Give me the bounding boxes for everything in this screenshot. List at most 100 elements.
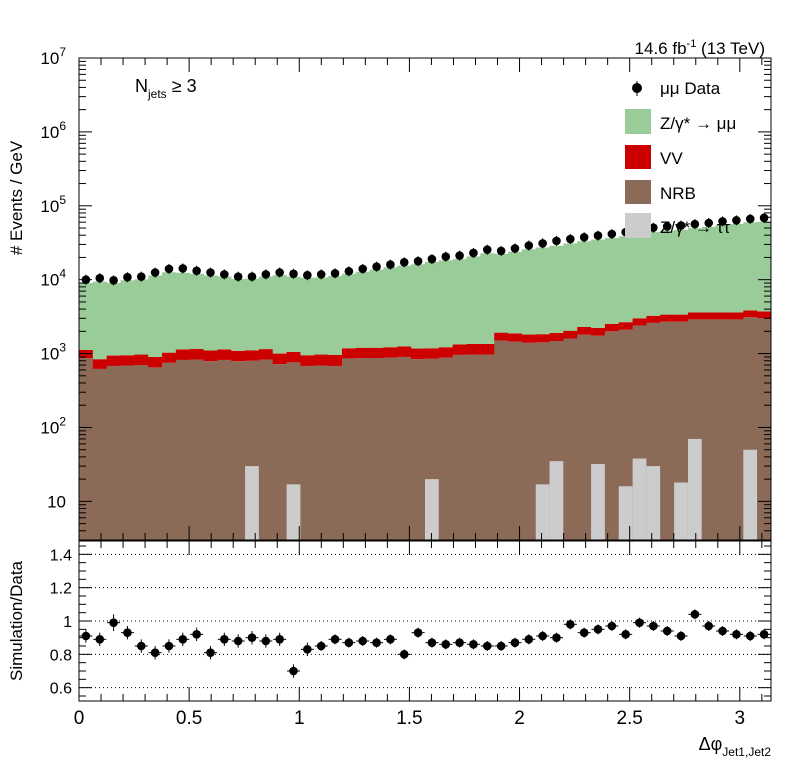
ratio-point bbox=[662, 626, 672, 636]
bar-dy_mumu bbox=[314, 277, 329, 355]
data-point bbox=[593, 231, 603, 240]
legend-swatch-vv bbox=[625, 145, 651, 169]
bar-nrb bbox=[383, 357, 398, 540]
legend: μμ Data Z/γ* → μμ VV NRB Z/γ* → ττ bbox=[625, 79, 736, 238]
ratio-point bbox=[524, 635, 534, 644]
bar-nrb bbox=[189, 359, 204, 540]
bar-vv bbox=[591, 327, 606, 336]
legend-swatch-nrb bbox=[625, 180, 651, 204]
ratio-point bbox=[455, 638, 464, 647]
data-point bbox=[220, 270, 229, 279]
bar-nrb bbox=[452, 354, 467, 540]
bar-vv bbox=[563, 330, 578, 339]
legend-swatch-dy-mumu bbox=[625, 109, 651, 134]
ratio-gridlines bbox=[79, 553, 771, 689]
data-point bbox=[150, 268, 160, 277]
bar-dy_tautau bbox=[646, 466, 661, 540]
bar-dy_tautau bbox=[743, 449, 758, 540]
data-point bbox=[95, 273, 105, 283]
bar-vv bbox=[674, 314, 689, 322]
bar-nrb bbox=[272, 364, 287, 540]
bar-vv bbox=[646, 315, 661, 323]
ratio-point bbox=[150, 648, 160, 657]
bar-dy_mumu bbox=[591, 239, 606, 328]
bar-vv bbox=[535, 334, 550, 343]
bar-dy_mumu bbox=[466, 256, 481, 344]
legend-label-data: μμ Data bbox=[660, 79, 721, 98]
ratio-y-axis: 0.6 0.8 1 1.2 1.4 bbox=[50, 545, 771, 698]
legend-label-dy-tautau: Z/γ* → ττ bbox=[660, 218, 730, 237]
ratio-point bbox=[399, 650, 409, 659]
bar-vv bbox=[383, 347, 398, 358]
bar-nrb bbox=[134, 365, 149, 540]
data-point bbox=[399, 257, 409, 267]
bar-vv bbox=[217, 349, 232, 360]
bar-dy_mumu bbox=[743, 222, 758, 311]
bar-vv bbox=[369, 347, 384, 359]
bar-dy_tautau bbox=[687, 438, 702, 540]
bar-nrb bbox=[217, 359, 232, 540]
ratio-panel: 0.6 0.8 1 1.2 1.4 0 0.5 1 1.5 2 2.5 3 Simulation/D… bbox=[7, 540, 772, 759]
ratio-point bbox=[649, 621, 658, 631]
ratio-y-tick-label: 0.8 bbox=[50, 647, 72, 664]
data-point bbox=[178, 264, 188, 273]
data-point bbox=[413, 256, 423, 266]
data-point bbox=[303, 270, 312, 280]
ratio-point bbox=[192, 630, 201, 639]
data-point bbox=[358, 264, 368, 274]
x-tick-label: 2.5 bbox=[616, 708, 642, 729]
bar-nrb bbox=[563, 338, 578, 540]
x-tick-label: 2 bbox=[514, 708, 525, 729]
bar-vv bbox=[231, 350, 246, 362]
ratio-point bbox=[220, 635, 229, 644]
data-point bbox=[524, 241, 534, 250]
bar-vv bbox=[92, 359, 108, 369]
histogram-bars bbox=[79, 221, 772, 540]
bar-nrb bbox=[328, 365, 343, 540]
ratio-point bbox=[593, 625, 603, 634]
x-tick-label: 1.5 bbox=[396, 708, 422, 729]
ratio-point bbox=[413, 628, 423, 637]
bar-dy_mumu bbox=[217, 276, 232, 350]
ratio-point bbox=[81, 631, 91, 641]
ratio-y-label: Simulation/Data bbox=[7, 560, 26, 681]
data-point bbox=[386, 260, 395, 269]
bar-vv bbox=[632, 318, 647, 326]
legend-label-dy-mumu: Z/γ* → μμ bbox=[660, 114, 736, 133]
bar-vv bbox=[425, 348, 440, 359]
bar-dy_mumu bbox=[175, 272, 191, 350]
bar-vv bbox=[286, 352, 301, 363]
legend-entry-data: μμ Data bbox=[632, 79, 721, 98]
ratio-y-tick-label: 1 bbox=[63, 614, 72, 631]
bar-dy_mumu bbox=[300, 277, 315, 356]
bar-vv bbox=[466, 343, 481, 355]
bar-vv bbox=[701, 312, 717, 320]
data-point bbox=[192, 266, 201, 276]
bar-nrb bbox=[369, 358, 384, 540]
data-point bbox=[123, 272, 132, 282]
x-tick-label: 0 bbox=[74, 708, 85, 729]
ratio-point bbox=[206, 648, 215, 657]
ratio-point bbox=[510, 638, 520, 647]
bar-nrb bbox=[258, 359, 274, 540]
bar-dy_mumu bbox=[494, 253, 509, 333]
data-point bbox=[372, 262, 381, 271]
bar-nrb bbox=[92, 368, 108, 540]
ratio-point bbox=[233, 636, 243, 646]
main-x-ticks bbox=[78, 58, 763, 540]
ratio-y-tick-label: 1.4 bbox=[50, 547, 72, 564]
bar-dy_mumu bbox=[272, 275, 287, 354]
ratio-point bbox=[552, 633, 561, 642]
data-point bbox=[136, 272, 146, 281]
data-point bbox=[676, 221, 686, 230]
ratio-point bbox=[316, 641, 326, 651]
ratio-point bbox=[579, 628, 589, 637]
bar-nrb bbox=[660, 321, 675, 540]
bar-vv bbox=[300, 355, 315, 366]
data-point bbox=[566, 234, 575, 244]
bar-vv bbox=[245, 350, 260, 361]
ratio-point bbox=[303, 645, 312, 654]
data-point bbox=[206, 268, 215, 277]
